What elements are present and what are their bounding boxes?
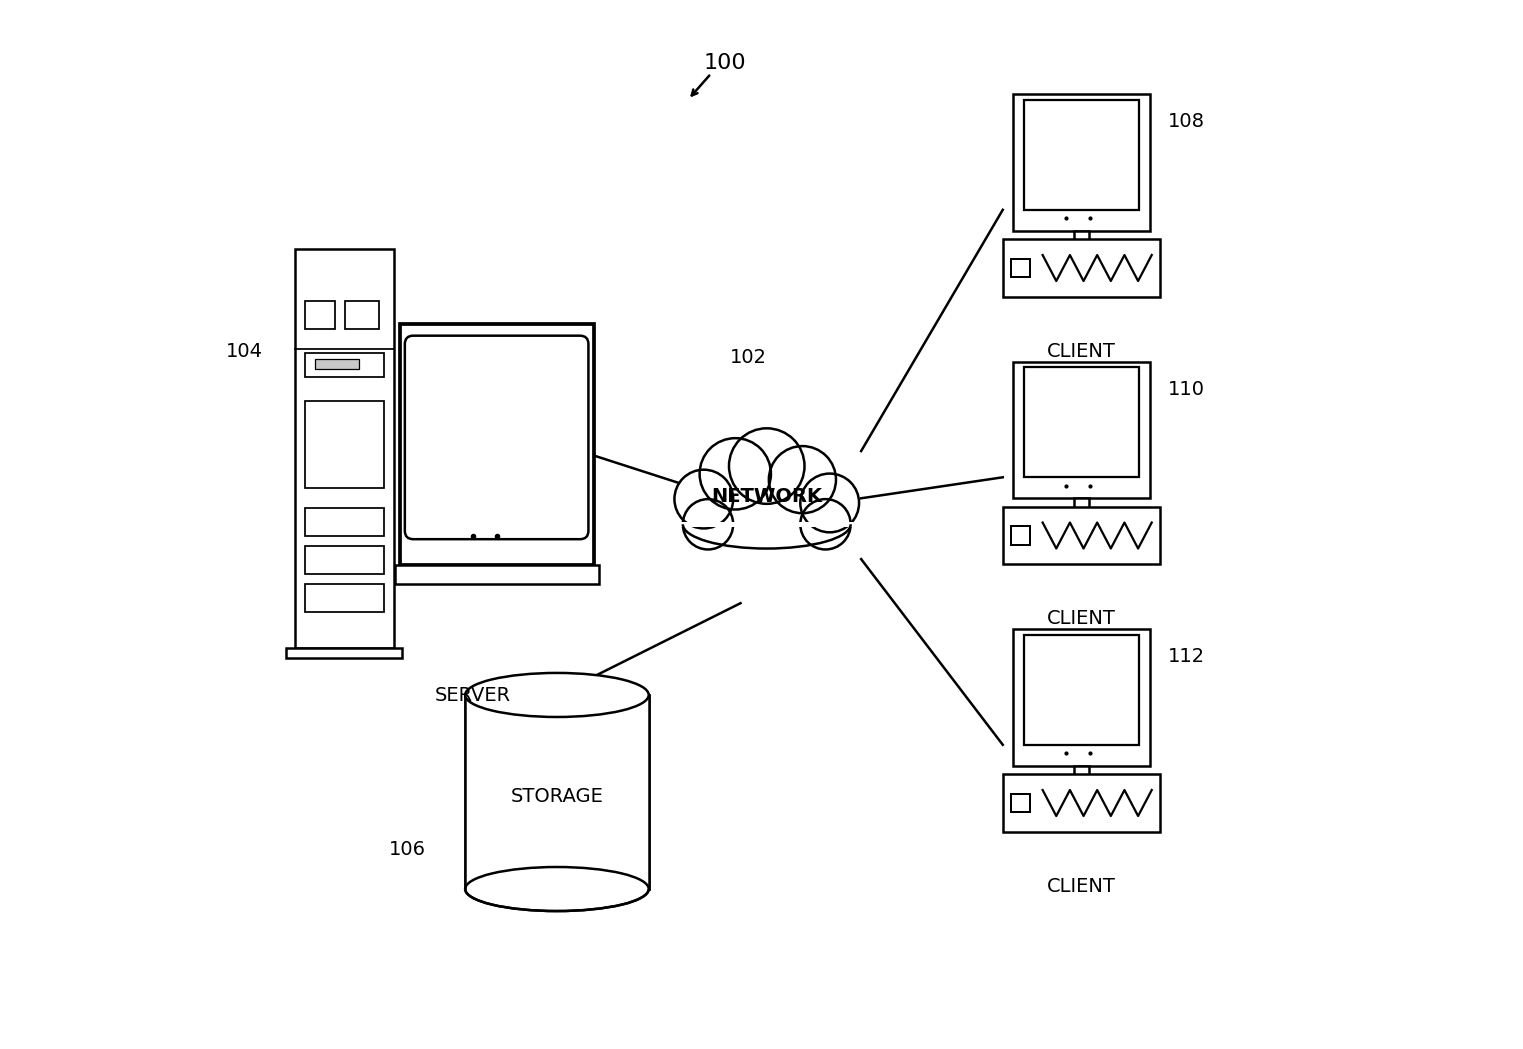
Circle shape <box>730 428 804 504</box>
Text: 110: 110 <box>1168 380 1205 399</box>
Circle shape <box>675 470 733 529</box>
Bar <box>1013 362 1150 498</box>
Bar <box>1013 629 1150 766</box>
Text: 102: 102 <box>730 348 768 367</box>
Bar <box>1002 239 1161 297</box>
Ellipse shape <box>465 673 649 718</box>
Circle shape <box>682 499 733 550</box>
Bar <box>1074 231 1089 250</box>
Bar <box>315 359 359 368</box>
Bar <box>305 352 384 377</box>
Text: 106: 106 <box>388 840 426 859</box>
Circle shape <box>699 438 771 510</box>
Text: NETWORK: NETWORK <box>711 487 822 506</box>
Bar <box>394 565 599 584</box>
Text: 108: 108 <box>1168 112 1205 131</box>
Circle shape <box>800 499 851 550</box>
Bar <box>294 249 394 647</box>
Bar <box>1011 258 1030 278</box>
Circle shape <box>800 473 859 532</box>
Bar <box>305 301 335 328</box>
Bar <box>1013 94 1150 231</box>
Bar <box>1011 527 1030 545</box>
Text: CLIENT: CLIENT <box>1046 877 1116 896</box>
Bar <box>1023 100 1139 210</box>
Bar <box>305 584 384 612</box>
FancyBboxPatch shape <box>682 488 851 553</box>
Bar <box>1074 766 1089 785</box>
Text: 104: 104 <box>227 342 263 361</box>
Bar <box>1002 507 1161 564</box>
FancyBboxPatch shape <box>405 336 588 539</box>
Bar <box>305 547 384 574</box>
Text: 100: 100 <box>704 52 746 73</box>
Bar <box>1074 498 1089 517</box>
Bar <box>399 324 594 565</box>
Text: 112: 112 <box>1168 647 1205 666</box>
Bar <box>305 401 384 488</box>
Text: CLIENT: CLIENT <box>1046 609 1116 628</box>
Ellipse shape <box>465 866 649 911</box>
Text: STORAGE: STORAGE <box>510 787 603 806</box>
Bar <box>305 508 384 536</box>
Text: CLIENT: CLIENT <box>1046 342 1116 361</box>
Bar <box>1011 793 1030 812</box>
Bar <box>1023 635 1139 745</box>
Circle shape <box>769 446 836 513</box>
Text: SERVER: SERVER <box>436 686 512 705</box>
Bar <box>286 647 402 658</box>
Bar <box>1023 367 1139 477</box>
Bar <box>465 694 649 890</box>
Bar <box>344 301 379 328</box>
Bar <box>1002 774 1161 832</box>
